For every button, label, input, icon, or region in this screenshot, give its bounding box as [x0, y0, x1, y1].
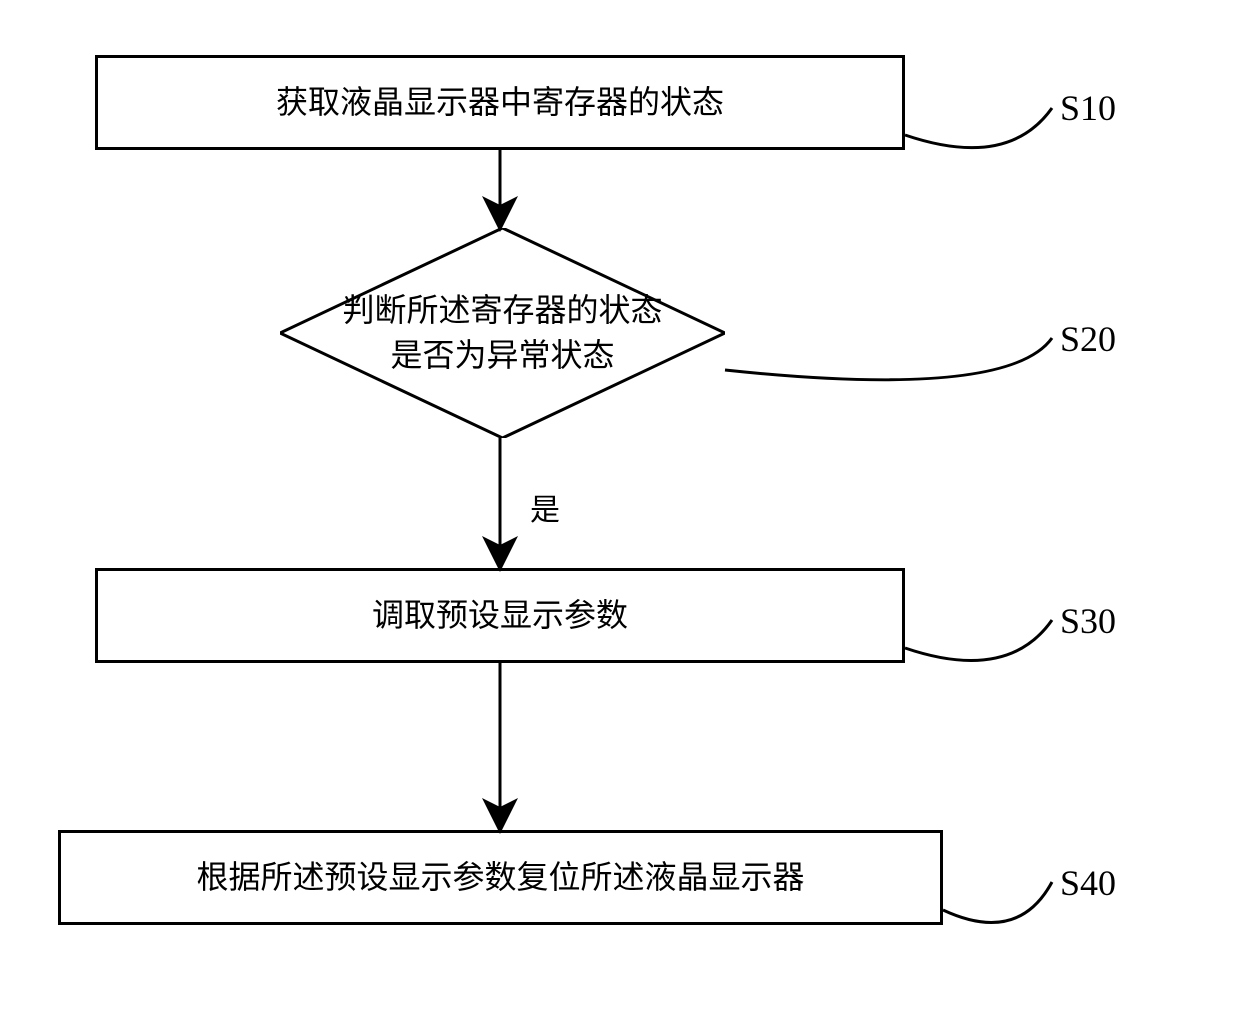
connector-c10 [905, 108, 1052, 148]
flowchart-container: 获取液晶显示器中寄存器的状态 S10 判断所述寄存器的状态 是否为异常状态 S2… [0, 0, 1240, 1024]
connector-c40 [943, 882, 1052, 923]
edge-label-yes: 是 [530, 485, 560, 529]
node-s20-text: 判断所述寄存器的状态 是否为异常状态 [342, 288, 662, 378]
edges-svg [0, 0, 1240, 1024]
connector-c30 [905, 620, 1052, 661]
connector-c20 [725, 338, 1052, 380]
